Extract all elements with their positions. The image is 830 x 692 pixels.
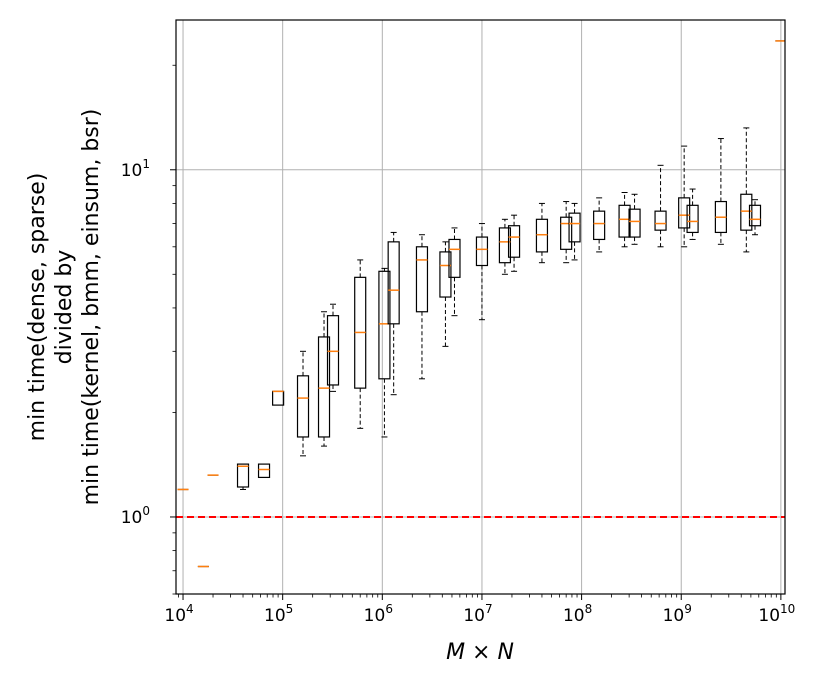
- y-tick-label: 101: [121, 157, 150, 181]
- box: [296, 350, 310, 457]
- box-body: [326, 315, 340, 386]
- box-body: [475, 236, 489, 267]
- box-body: [686, 204, 699, 234]
- box-body: [678, 197, 691, 229]
- box: [678, 145, 691, 248]
- box-body: [378, 270, 391, 380]
- x-tick-label: 105: [264, 602, 293, 626]
- box-body: [415, 246, 429, 313]
- box-body: [740, 193, 753, 231]
- box: [387, 231, 400, 396]
- box-body: [448, 238, 461, 278]
- box-body: [387, 241, 400, 325]
- box-body: [568, 212, 581, 243]
- box: [740, 127, 753, 253]
- box-body: [439, 251, 452, 298]
- x-ticks: 104 105 106 107 108 109 1010: [164, 594, 795, 626]
- x-tick-label: 107: [463, 602, 492, 626]
- box: [748, 199, 762, 236]
- box: [448, 227, 461, 317]
- box: [686, 188, 699, 240]
- plot-area: [176, 20, 785, 594]
- box: [507, 214, 521, 272]
- box: [317, 311, 331, 447]
- box-body: [654, 210, 667, 231]
- box-body: [317, 336, 331, 438]
- x-tick-label: 1010: [758, 602, 795, 626]
- x-tick-label: 108: [563, 602, 592, 626]
- box-body: [236, 463, 250, 488]
- box: [236, 463, 250, 490]
- box: [628, 193, 641, 245]
- x-axis-label: M × N: [446, 640, 514, 665]
- box: [272, 390, 285, 406]
- box: [560, 201, 573, 264]
- grid-lines: [176, 20, 785, 594]
- x-tick-label: 109: [663, 602, 692, 626]
- box: [535, 202, 549, 264]
- box: [568, 202, 581, 261]
- box: [654, 164, 667, 248]
- y-tick-label: 100: [121, 504, 150, 528]
- box-body: [498, 227, 512, 264]
- y-axis-label-line-2: divided by: [52, 250, 77, 365]
- box-body: [593, 210, 606, 241]
- x-tick-label: 104: [164, 602, 193, 626]
- box: [415, 234, 429, 380]
- box: [475, 223, 489, 321]
- box-body: [748, 204, 762, 227]
- box-body: [257, 463, 271, 479]
- box: [354, 259, 367, 429]
- x-tick-label: 106: [364, 602, 393, 626]
- y-axis-label-line-1: min time(dense, sparse): [25, 173, 50, 442]
- plot-frame: [175, 19, 786, 595]
- box: [498, 218, 512, 275]
- box: [257, 463, 271, 479]
- box: [714, 138, 727, 245]
- boxes-group: [177, 40, 785, 568]
- box-body: [535, 218, 549, 253]
- box-body: [560, 216, 573, 250]
- box-body: [296, 375, 310, 438]
- y-axis-label: min time(dense, sparse) divided by min t…: [25, 109, 104, 506]
- y-ticks: 100 101: [121, 64, 176, 595]
- box: [326, 303, 340, 392]
- box-body: [628, 208, 641, 238]
- y-axis-label-line-3: min time(kernel, bmm, einsum, bsr): [79, 109, 104, 506]
- box-body: [507, 225, 521, 258]
- box: [593, 197, 606, 253]
